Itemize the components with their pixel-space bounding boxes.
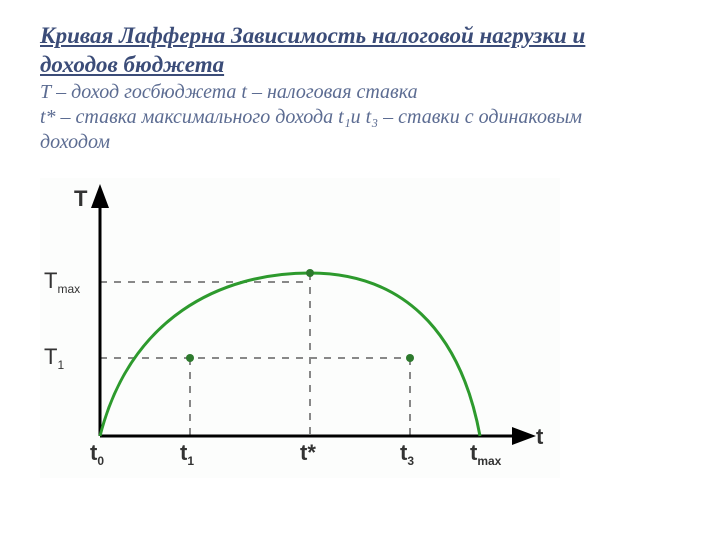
svg-text:t*: t*	[300, 440, 316, 465]
subtitle-line-2: t* – ставка максимального дохода t₁и t₃ …	[40, 105, 680, 130]
svg-text:T: T	[74, 186, 88, 211]
header-block: Кривая Лафферна Зависимость налоговой на…	[0, 0, 720, 155]
chart-svg: TtT1Tmaxt0t1t*t3tmax	[40, 178, 560, 478]
subtitle-line-3: доходом	[40, 130, 680, 155]
laffer-curve-chart: TtT1Tmaxt0t1t*t3tmax	[40, 178, 560, 483]
title-line-1: Кривая Лафферна Зависимость налоговой на…	[40, 22, 680, 51]
subtitle-line-1: Т – доход госбюджета t – налоговая ставк…	[40, 80, 680, 105]
title-line-2: доходов бюджета	[40, 51, 680, 80]
svg-text:t: t	[536, 424, 544, 449]
